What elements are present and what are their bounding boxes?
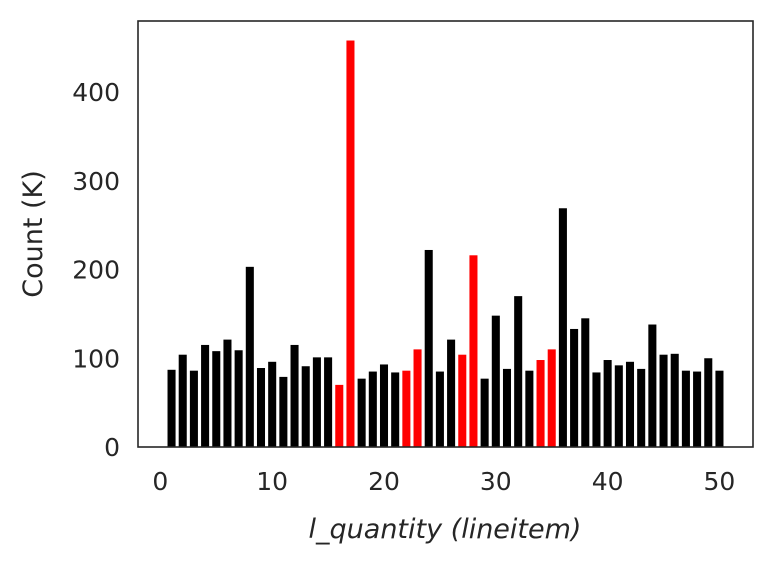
bar-30 [491, 315, 500, 447]
bar-5 [212, 351, 221, 447]
bar-44 [648, 324, 657, 447]
bar-18 [357, 378, 366, 447]
bar-21 [391, 372, 400, 447]
y-tick-labels: 0 100 200 300 400 [72, 78, 120, 462]
bar-45 [659, 354, 668, 447]
bar-28-highlighted [469, 255, 478, 447]
x-tick-label: 30 [480, 467, 512, 496]
bar-23-highlighted [413, 349, 422, 448]
bar-50 [715, 370, 724, 447]
y-tick-label: 300 [72, 167, 120, 196]
bar-32 [514, 296, 523, 448]
bar-4 [201, 344, 210, 447]
x-tick-label: 40 [592, 467, 624, 496]
bar-35-highlighted [547, 349, 556, 448]
y-tick-label: 0 [104, 433, 120, 462]
bar-39 [592, 372, 601, 447]
bar-3 [189, 370, 198, 447]
bar-46 [670, 353, 679, 447]
bar-10 [268, 361, 277, 447]
x-tick-label: 20 [368, 467, 400, 496]
bar-37 [570, 328, 579, 447]
bar-36 [558, 208, 567, 447]
bar-7 [234, 350, 243, 447]
bars-group [167, 40, 724, 448]
bar-12 [290, 344, 299, 447]
x-tick-label: 50 [704, 467, 736, 496]
bar-27-highlighted [458, 354, 467, 447]
y-tick-label: 200 [72, 256, 120, 285]
bar-22-highlighted [402, 370, 411, 447]
bar-15 [324, 357, 333, 447]
bar-1 [167, 369, 176, 447]
bar-38 [581, 318, 590, 447]
bar-14 [312, 357, 321, 447]
y-tick-label: 100 [72, 344, 120, 373]
bar-49 [704, 358, 713, 447]
bar-29 [480, 378, 489, 447]
bar-33 [525, 370, 534, 447]
bar-2 [178, 354, 187, 447]
bar-19 [368, 371, 377, 447]
bar-26 [447, 339, 456, 447]
bar-8 [245, 266, 254, 447]
bar-25 [435, 371, 444, 447]
x-tick-label: 0 [152, 467, 168, 496]
bar-24 [424, 249, 433, 447]
plot-frame [137, 20, 754, 448]
bar-11 [279, 376, 288, 447]
bar-48 [693, 371, 702, 447]
bar-42 [625, 361, 635, 447]
bar-9 [256, 368, 266, 447]
x-axis-label: l_quantity (lineitem) [309, 514, 582, 545]
y-axis-label: Count (K) [18, 170, 49, 298]
bar-40 [603, 360, 612, 447]
bar-31 [502, 368, 512, 447]
bar-6 [223, 339, 232, 447]
y-tick-label: 400 [72, 78, 120, 107]
bar-41 [614, 365, 623, 447]
bar-34-highlighted [536, 360, 545, 447]
bar-47 [681, 370, 690, 447]
bar-13 [301, 366, 310, 447]
bar-17-highlighted [346, 40, 355, 448]
x-tick-labels: 0 10 20 30 40 50 [152, 467, 735, 496]
bar-20 [379, 364, 389, 447]
x-tick-label: 10 [256, 467, 288, 496]
bar-43 [637, 368, 646, 447]
bar-16-highlighted [335, 384, 344, 448]
